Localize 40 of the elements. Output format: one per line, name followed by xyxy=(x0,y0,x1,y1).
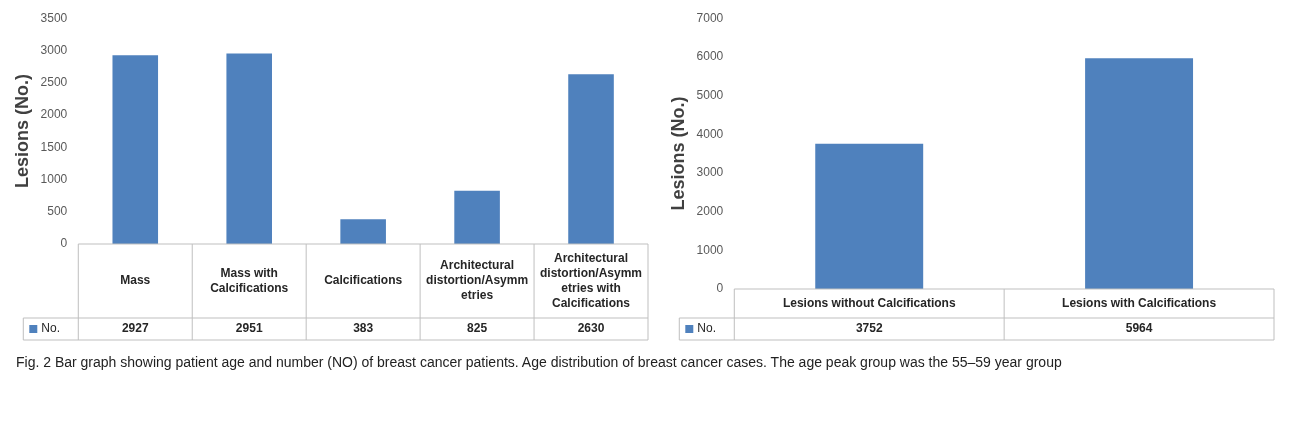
x-tick-label: Mass with Calcifications xyxy=(210,265,289,295)
y-tick-label: 2000 xyxy=(40,107,68,122)
y-tick-label: 3000 xyxy=(696,165,724,180)
y-tick-label: 0 xyxy=(60,236,68,251)
bar xyxy=(112,55,159,244)
bar xyxy=(340,219,386,244)
data-label: 383 xyxy=(353,321,374,336)
y-tick-label: 500 xyxy=(47,204,68,219)
x-tick-label: Architectural distortion/Asymmetries with Calcifications xyxy=(540,250,643,310)
data-label: 5964 xyxy=(1125,321,1153,336)
data-label: 2927 xyxy=(121,321,149,336)
x-tick-label: Mass xyxy=(120,273,151,288)
data-label: 3752 xyxy=(855,321,883,336)
bar xyxy=(568,74,614,244)
data-label: 2630 xyxy=(577,321,605,336)
y-axis-title: Lesions (No.) xyxy=(11,74,32,189)
bar xyxy=(226,53,272,244)
y-tick-label: 0 xyxy=(716,281,724,296)
y-tick-label: 6000 xyxy=(696,49,724,64)
legend-label: No. xyxy=(697,321,716,336)
y-tick-label: 2500 xyxy=(40,75,68,90)
x-tick-label: Calcifications xyxy=(324,273,403,288)
y-tick-label: 7000 xyxy=(696,10,724,25)
y-tick-label: 5000 xyxy=(696,87,724,102)
x-tick-label: Lesions with Calcifications xyxy=(1062,295,1217,310)
y-tick-label: 1000 xyxy=(696,242,724,257)
data-label: 2951 xyxy=(235,321,263,336)
x-tick-label: Lesions without Calcifications xyxy=(782,295,956,310)
caption: Fig. 2 Bar graph showing patient age and number (NO) of breast cancer patients. Age distribution of breast cancer cases. The age peak group was the 55–59 year group xyxy=(15,354,1063,370)
y-tick-label: 4000 xyxy=(696,126,724,141)
y-tick-label: 3000 xyxy=(40,42,68,57)
data-label: 825 xyxy=(467,321,488,336)
bar xyxy=(454,190,500,244)
legend-label: No. xyxy=(41,321,60,336)
y-tick-label: 2000 xyxy=(696,203,724,218)
y-tick-label: 3500 xyxy=(40,10,68,25)
x-tick-label: Architectural distortion/Asymmetries xyxy=(426,258,529,303)
y-tick-label: 1500 xyxy=(40,139,68,154)
y-tick-label: 1000 xyxy=(40,171,68,186)
y-axis-title: Lesions (No.) xyxy=(667,96,688,211)
